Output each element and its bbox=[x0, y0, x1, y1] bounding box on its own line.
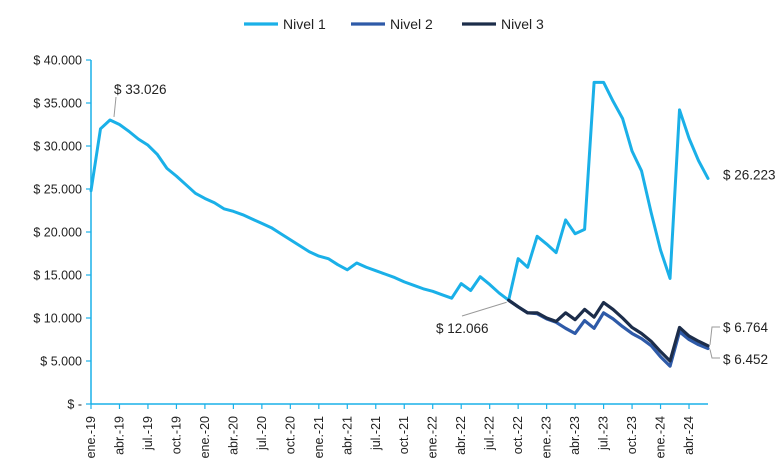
annotation-leader bbox=[113, 96, 117, 118]
chart-legend: Nivel 1 Nivel 2 Nivel 3 bbox=[244, 16, 544, 32]
y-tick-label: $ 15.000 bbox=[33, 269, 82, 283]
y-axis: $ - $ 5.000 $ 10.000 $ 15.000 $ 20.000 $ 25.0… bbox=[33, 54, 92, 412]
x-axis: ene.-19 abr.-19 jul.-19 oct.-19 ene.-20 abr.-… bbox=[84, 403, 708, 458]
x-tick-label: abr.-20 bbox=[226, 416, 240, 455]
y-tick-label: $ - bbox=[67, 398, 82, 412]
annotation-leader bbox=[709, 349, 720, 359]
x-tick-label: oct.-20 bbox=[283, 416, 297, 454]
annotation-label: $ 33.026 bbox=[114, 82, 167, 97]
x-tick-label: abr.-21 bbox=[340, 416, 354, 455]
annotation-label: $ 6.764 bbox=[723, 320, 769, 335]
legend-label: Nivel 2 bbox=[390, 16, 433, 32]
annotation-label: $ 6.452 bbox=[723, 352, 768, 367]
y-tick-label: $ 35.000 bbox=[33, 97, 82, 111]
x-tick-label: jul.-20 bbox=[255, 416, 269, 451]
x-tick-label: ene.-19 bbox=[84, 416, 98, 458]
series-lines bbox=[89, 80, 710, 368]
series-line-nivel-1 bbox=[89, 80, 710, 302]
x-tick-label: ene.-24 bbox=[654, 416, 668, 458]
y-tick-label: $ 20.000 bbox=[33, 226, 82, 240]
legend-label: Nivel 1 bbox=[283, 16, 326, 32]
x-tick-label: jul.-21 bbox=[369, 416, 383, 451]
y-tick-label: $ 40.000 bbox=[33, 54, 82, 68]
y-tick-label: $ 25.000 bbox=[33, 183, 82, 197]
x-tick-label: ene.-23 bbox=[540, 416, 554, 458]
x-tick-label: oct.-19 bbox=[169, 416, 183, 454]
y-tick-label: $ 30.000 bbox=[33, 140, 82, 154]
x-tick-label: ene.-22 bbox=[426, 416, 440, 458]
y-tick-label: $ 5.000 bbox=[40, 355, 82, 369]
legend-label: Nivel 3 bbox=[501, 16, 544, 32]
annotation-leader bbox=[709, 326, 720, 345]
x-tick-label: oct.-21 bbox=[397, 416, 411, 454]
x-tick-label: jul.-22 bbox=[483, 416, 497, 451]
x-tick-label: oct.-22 bbox=[511, 416, 525, 454]
series-line-nivel-3 bbox=[507, 298, 710, 363]
x-tick-label: jul.-19 bbox=[141, 416, 155, 451]
annotation-label: $ 26.223 bbox=[723, 167, 776, 182]
x-tick-label: ene.-20 bbox=[198, 416, 212, 458]
annotation-label: $ 12.066 bbox=[436, 321, 489, 336]
y-tick-label: $ 10.000 bbox=[33, 312, 82, 326]
x-tick-label: abr.-23 bbox=[568, 416, 582, 455]
x-tick-label: abr.-24 bbox=[682, 416, 696, 455]
x-tick-label: jul.-23 bbox=[597, 416, 611, 451]
data-annotations: $ 33.026 $ 12.066 $ 26.223 $ 6.764 $ 6.452 bbox=[113, 82, 776, 367]
x-tick-label: ene.-21 bbox=[312, 416, 326, 458]
x-tick-label: abr.-22 bbox=[454, 416, 468, 455]
x-tick-label: oct.-23 bbox=[625, 416, 639, 454]
annotation-leader bbox=[461, 301, 507, 317]
x-tick-label: abr.-19 bbox=[112, 416, 126, 455]
